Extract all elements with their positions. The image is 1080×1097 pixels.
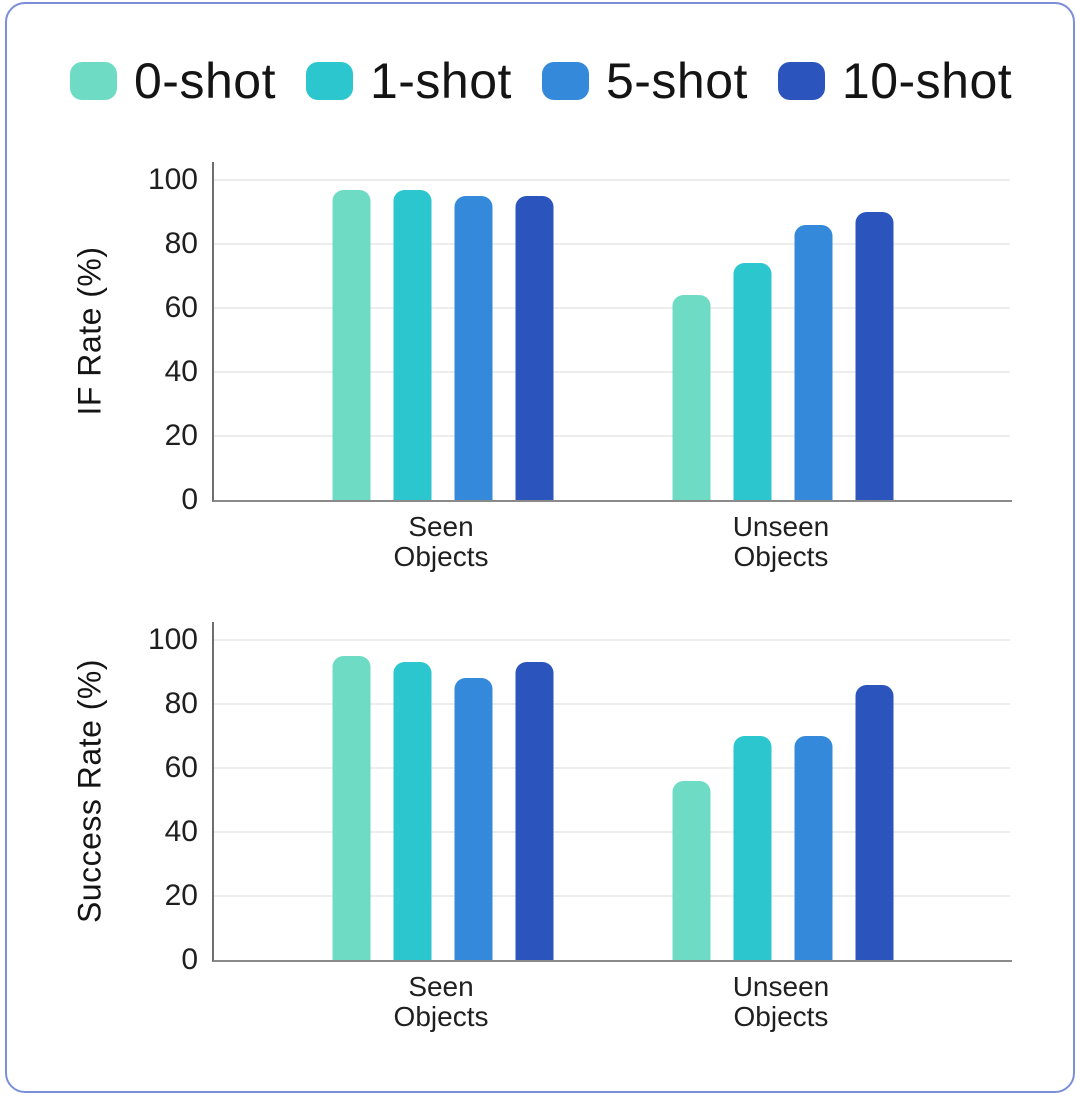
y-axis-title: IF Rate (%) (71, 246, 108, 416)
y-tick-label-20: 20 (164, 879, 198, 912)
success-rate-chart: Success Rate (%) 0 20 40 60 80 100 Seen Objec… (72, 622, 1012, 1031)
bar-0-shot-seen-objects (332, 656, 371, 960)
bar-1-shot-unseen-objects (733, 736, 772, 960)
bar-group-unseen-objects (672, 212, 894, 500)
gridline-100 (214, 179, 1010, 181)
x-category-label-unseen-objects: Unseen Objects (732, 971, 830, 1032)
y-tick-label-60: 60 (164, 291, 198, 324)
gridline-80 (214, 703, 1010, 705)
bar-10-shot-unseen-objects (855, 684, 894, 960)
y-tick-label-100: 100 (147, 623, 198, 656)
bar-group-seen-objects (332, 189, 554, 500)
legend-label: 0-shot (134, 53, 276, 109)
bar-5-shot-seen-objects (454, 678, 493, 960)
y-tick-label-60: 60 (164, 751, 198, 784)
legend-swatch-10-shot (777, 62, 825, 100)
y-tick-label-0: 0 (181, 943, 198, 976)
bar-10-shot-unseen-objects (855, 212, 894, 500)
bar-10-shot-seen-objects (515, 196, 554, 500)
gridline-60 (214, 767, 1010, 769)
y-tick-label-40: 40 (164, 355, 198, 388)
gridline-100 (214, 639, 1010, 641)
gridline-60 (214, 307, 1010, 309)
y-tick-label-0: 0 (181, 483, 198, 516)
gridline-40 (214, 371, 1010, 373)
legend-swatch-1-shot (305, 62, 353, 100)
legend-swatch-5-shot (541, 62, 589, 100)
legend-swatch-0-shot (70, 62, 117, 100)
bar-1-shot-seen-objects (393, 189, 432, 500)
legend: 0-shot 1-shot 5-shot 10-shot (70, 52, 1012, 110)
bar-5-shot-unseen-objects (794, 736, 833, 960)
x-category-label-unseen-objects: Unseen Objects (732, 511, 830, 572)
legend-item-5-shot: 5-shot (541, 52, 748, 110)
bar-group-unseen-objects (672, 684, 894, 960)
bar-1-shot-unseen-objects (733, 263, 772, 500)
gridline-40 (214, 831, 1010, 833)
legend-label: 5-shot (605, 53, 748, 109)
bar-1-shot-seen-objects (393, 662, 432, 960)
legend-label: 10-shot (841, 53, 1013, 109)
legend-item-0-shot: 0-shot (70, 52, 276, 110)
bar-0-shot-unseen-objects (672, 780, 711, 960)
plot-area (212, 622, 1012, 962)
y-tick-label-100: 100 (147, 163, 198, 196)
x-category-label-seen-objects: Seen Objects (393, 511, 489, 572)
y-tick-label-80: 80 (164, 227, 198, 260)
bar-0-shot-unseen-objects (672, 295, 711, 500)
plot-area (212, 162, 1012, 502)
bar-group-seen-objects (332, 656, 554, 960)
bar-10-shot-seen-objects (515, 662, 554, 960)
bar-5-shot-seen-objects (454, 196, 493, 500)
bar-0-shot-seen-objects (332, 189, 371, 500)
if-rate-chart: IF Rate (%) 0 20 40 60 80 100 Seen Objects Uns… (72, 162, 1012, 571)
y-axis-ticks: 0 20 40 60 80 100 (128, 622, 198, 975)
x-category-label-seen-objects: Seen Objects (393, 971, 489, 1032)
y-tick-label-80: 80 (164, 687, 198, 720)
legend-item-10-shot: 10-shot (777, 52, 1013, 110)
legend-item-1-shot: 1-shot (305, 52, 512, 110)
y-axis-ticks: 0 20 40 60 80 100 (128, 162, 198, 515)
legend-label: 1-shot (369, 53, 512, 109)
bar-5-shot-unseen-objects (794, 224, 833, 500)
gridline-20 (214, 895, 1010, 897)
gridline-20 (214, 435, 1010, 437)
y-tick-label-20: 20 (164, 419, 198, 452)
y-axis-title: Success Rate (%) (71, 658, 108, 924)
gridline-80 (214, 243, 1010, 245)
y-tick-label-40: 40 (164, 815, 198, 848)
